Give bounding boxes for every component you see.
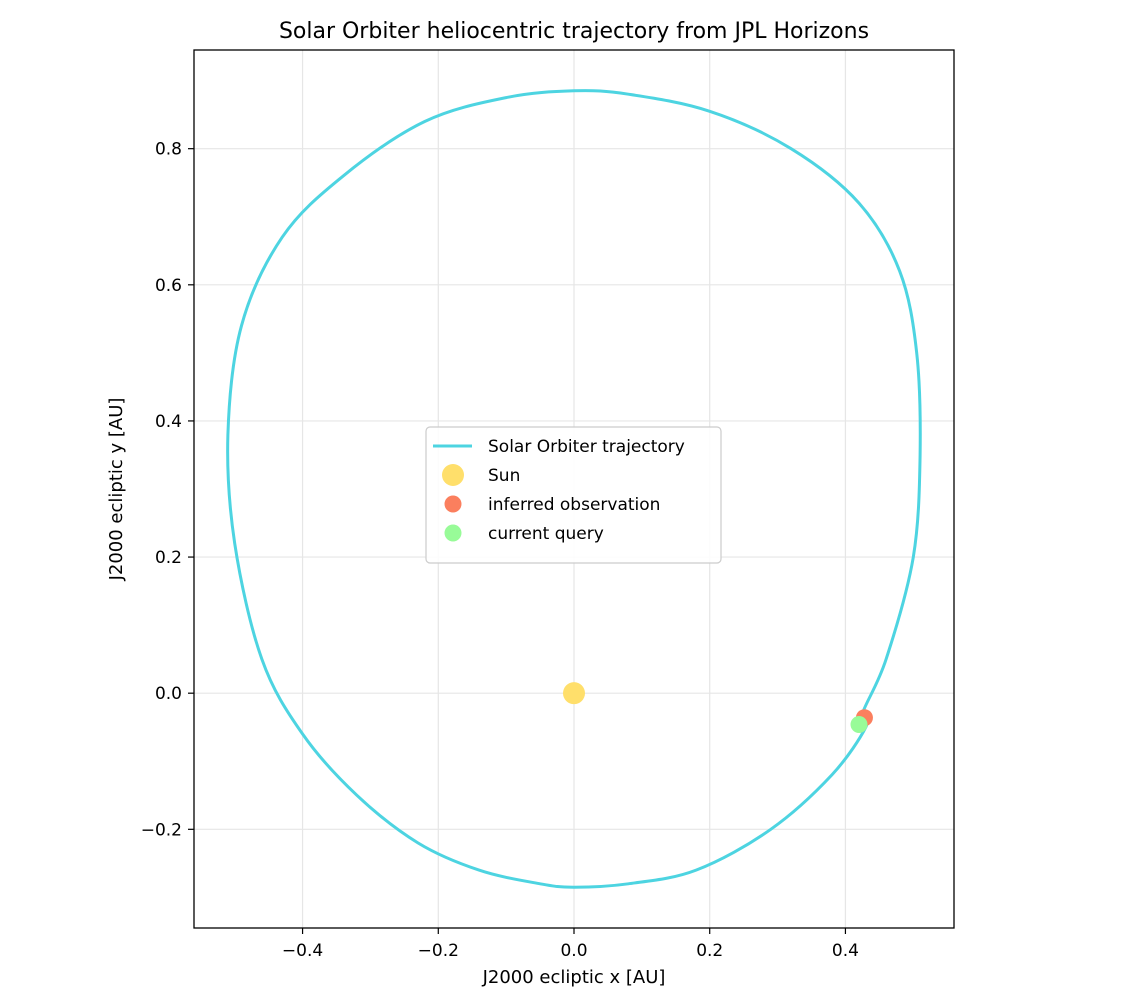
x-tick-label: 0.0 [560, 941, 587, 961]
y-tick-label: −0.2 [141, 820, 182, 840]
current-query-marker [850, 715, 868, 733]
legend-marker-swatch [444, 495, 462, 513]
legend-marker-swatch [442, 464, 464, 486]
sun-marker [563, 682, 585, 705]
x-tick-label: 0.2 [696, 941, 723, 961]
legend-label: current query [488, 524, 604, 544]
chart-title: Solar Orbiter heliocentric trajectory fr… [279, 19, 869, 44]
axes: −0.4 −0.2 0.0 0.2 0.4 −0.2 0.0 0.2 0.4 0.6 0.8 [141, 140, 859, 961]
x-tick-label: −0.2 [418, 941, 459, 961]
legend-label: Sun [488, 466, 520, 486]
y-tick-label: 0.4 [155, 412, 182, 432]
x-tick-label: 0.4 [832, 941, 859, 961]
y-tick-label: 0.8 [155, 140, 182, 160]
trajectory-line [226, 89, 922, 889]
y-tick-label: 0.0 [155, 684, 182, 704]
x-tick-label: −0.4 [282, 941, 323, 961]
legend-label: Solar Orbiter trajectory [488, 437, 685, 457]
y-tick-label: 0.6 [155, 276, 182, 296]
legend-marker-swatch [444, 524, 462, 542]
legend-box [425, 426, 722, 564]
x-axis-label: J2000 ecliptic x [AU] [482, 967, 666, 988]
legend-label: inferred observation [488, 495, 660, 515]
legend: Solar Orbiter trajectory Sun inferred obse… [425, 426, 722, 564]
plot-area [226, 89, 922, 889]
y-tick-label: 0.2 [155, 548, 182, 568]
y-axis-label: J2000 ecliptic y [AU] [106, 398, 127, 582]
